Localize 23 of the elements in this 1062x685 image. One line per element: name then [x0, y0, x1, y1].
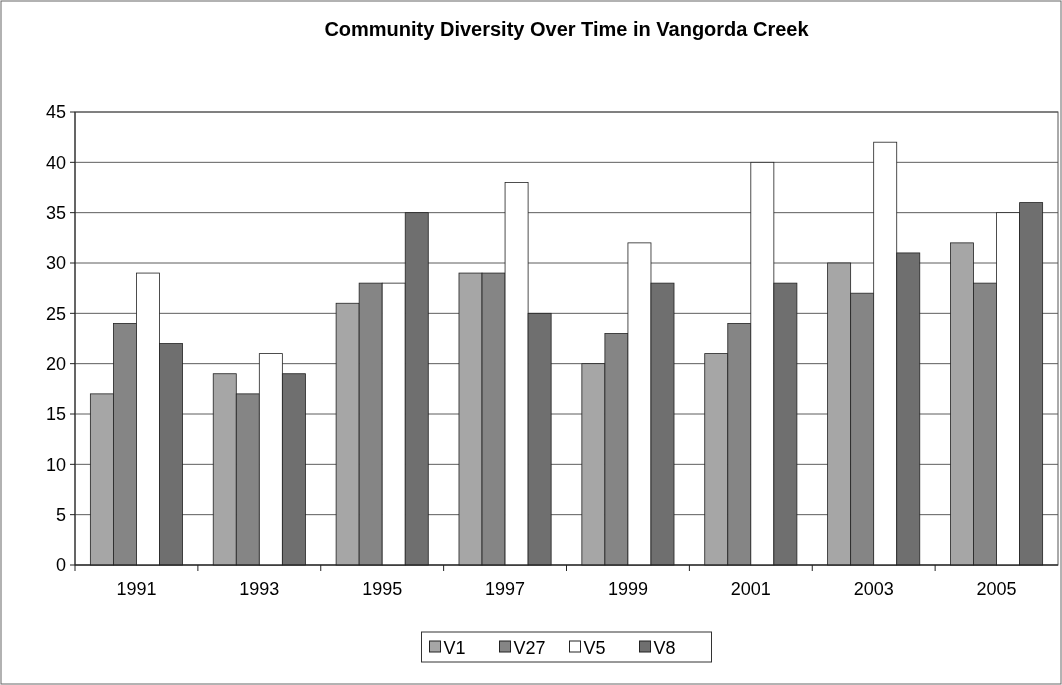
- x-tick-label: 1991: [116, 579, 157, 599]
- x-tick-label: 1997: [485, 579, 526, 599]
- x-tick-label: 2005: [976, 579, 1017, 599]
- x-tick-label: 2003: [853, 579, 894, 599]
- y-tick-label: 30: [45, 253, 66, 274]
- x-tick-label: 1993: [239, 579, 280, 599]
- legend-label: V5: [583, 638, 606, 659]
- y-tick-label: 45: [45, 102, 66, 123]
- y-tick-label: 35: [45, 202, 66, 223]
- legend-label: V27: [513, 638, 546, 659]
- x-tick-label: 2001: [730, 579, 771, 599]
- y-tick-label: 15: [45, 404, 66, 425]
- chart-title: Community Diversity Over Time in Vangorda Creek: [324, 18, 810, 40]
- x-tick-label: 1995: [362, 579, 403, 599]
- x-tick-label: 1999: [607, 579, 648, 599]
- legend-label: V8: [653, 638, 676, 659]
- y-tick-label: 40: [45, 152, 66, 173]
- y-tick-label: 25: [45, 303, 66, 324]
- y-tick-label: 0: [55, 555, 66, 576]
- y-tick-label: 5: [55, 504, 66, 525]
- legend-label: V1: [443, 638, 466, 659]
- y-tick-label: 10: [45, 454, 66, 475]
- y-tick-label: 20: [45, 353, 66, 374]
